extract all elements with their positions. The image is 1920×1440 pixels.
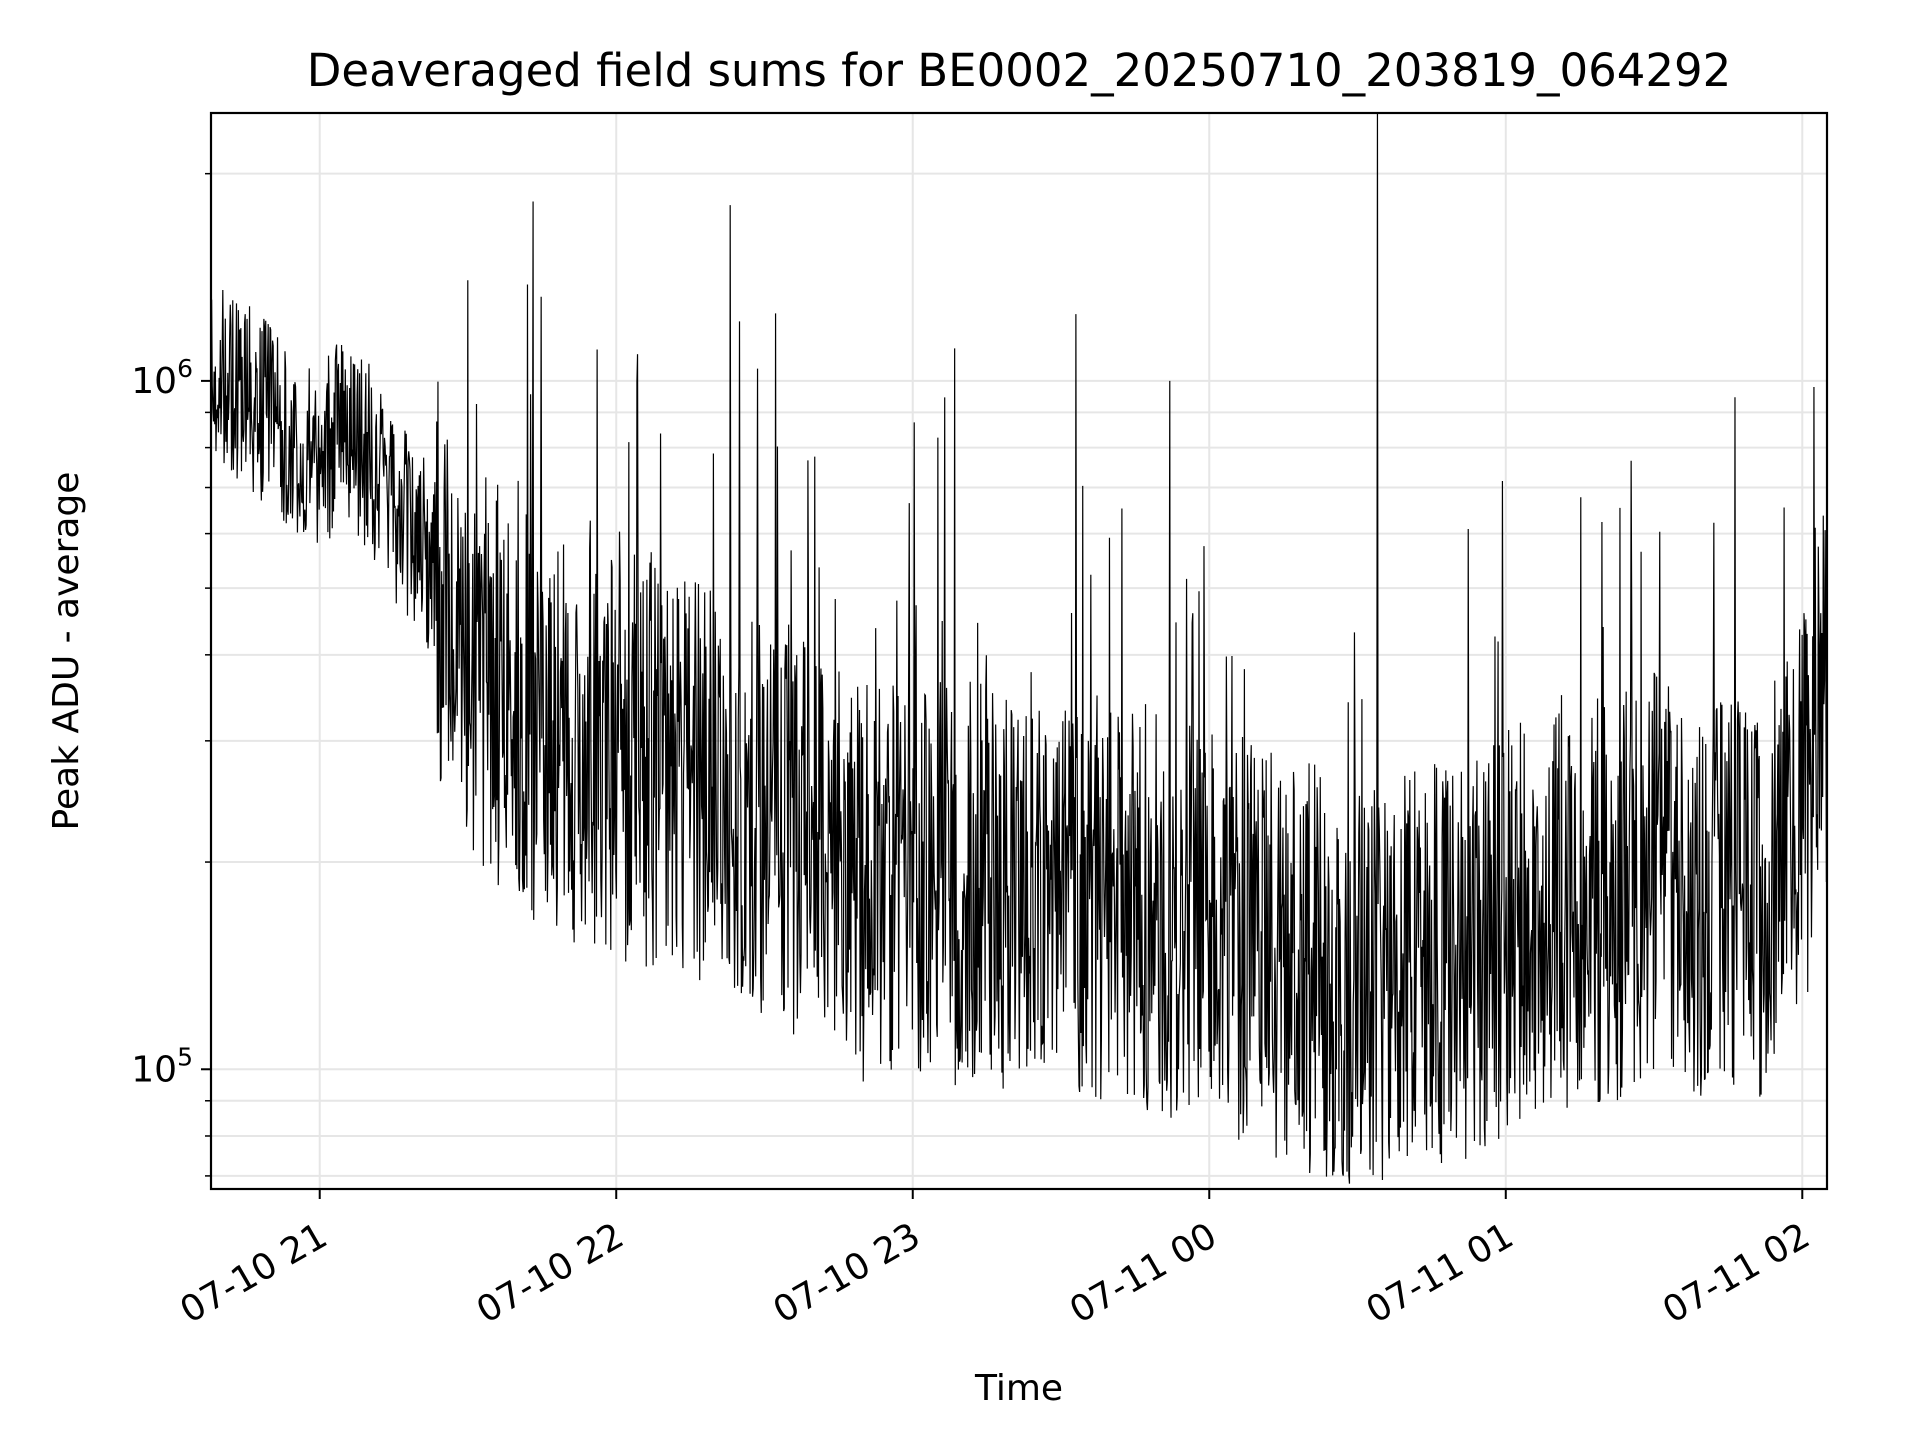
series-line [211,113,1827,1184]
chart-title: Deaveraged field sums for BE0002_2025071… [307,44,1732,97]
x-axis-label: Time [974,1368,1063,1409]
y-tick-base: 10 [131,361,177,402]
series-group [211,113,1827,1184]
y-tick-label: 106 [131,354,193,402]
y-tick-exponent: 5 [177,1042,193,1071]
grid [211,113,1827,1189]
plot-area [211,113,1827,1184]
y-tick-base: 10 [131,1049,177,1090]
y-axis-label: Peak ADU - average [46,472,87,831]
y-tick-label: 105 [131,1042,193,1090]
y-tick-exponent: 6 [177,354,193,383]
plot-frame [209,111,1829,1191]
